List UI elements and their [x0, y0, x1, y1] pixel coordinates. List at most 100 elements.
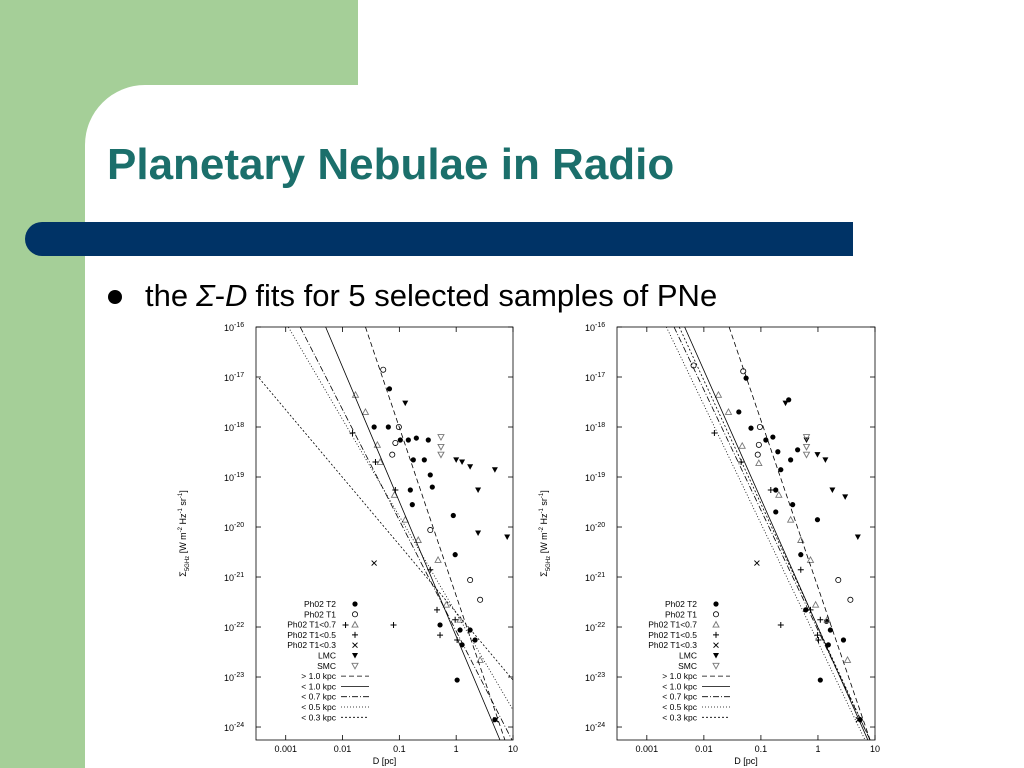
point — [817, 616, 824, 623]
fit-line — [684, 327, 869, 740]
point — [476, 655, 484, 663]
point — [756, 424, 763, 431]
y-tick-base: 10 — [585, 673, 595, 683]
point — [795, 447, 801, 453]
point — [770, 434, 776, 440]
legend-label: Ph02 T1<0.5 — [648, 630, 697, 640]
point — [427, 472, 433, 478]
legend-label: Ph02 T2 — [304, 599, 336, 609]
point — [773, 509, 779, 515]
point — [775, 490, 783, 498]
fit-line — [665, 327, 866, 740]
fit-line — [365, 327, 506, 740]
legend-label: Ph02 T1 — [665, 609, 697, 619]
point — [492, 717, 498, 723]
point — [797, 566, 804, 573]
legend-symbol — [713, 611, 720, 618]
point — [815, 636, 822, 643]
x-axis-label: D [pc] — [734, 756, 758, 766]
point — [755, 459, 763, 467]
point — [453, 457, 460, 463]
legend-label: Ph02 T1<0.7 — [648, 620, 697, 630]
y-axis-label-part: -1 — [178, 507, 184, 513]
y-tick-exponent: -21 — [595, 572, 605, 579]
point — [835, 577, 842, 584]
x-tick-label: 0.1 — [393, 744, 406, 754]
y-axis-label-part: sr — [178, 498, 188, 508]
y-tick-base: 10 — [224, 623, 234, 633]
point — [477, 596, 484, 603]
y-tick-exponent: -16 — [595, 322, 605, 329]
legend-symbol — [712, 620, 720, 628]
point — [413, 435, 419, 441]
y-tick-exponent: -18 — [234, 422, 244, 429]
point — [491, 467, 498, 473]
point — [437, 632, 444, 639]
point — [798, 552, 804, 558]
y-tick-label: 10-18 — [585, 422, 605, 433]
point — [390, 621, 397, 628]
slide-background — [358, 0, 1024, 85]
y-tick-base: 10 — [585, 723, 595, 733]
legend-label: LMC — [679, 651, 697, 661]
legend-symbol — [713, 631, 719, 638]
point — [385, 424, 391, 430]
y-tick-base: 10 — [224, 423, 234, 433]
point — [797, 536, 805, 543]
y-tick-label: 10-19 — [585, 472, 605, 483]
point — [777, 621, 784, 628]
y-tick-exponent: -17 — [234, 372, 244, 379]
point — [414, 536, 423, 543]
point — [389, 451, 396, 458]
point — [372, 458, 379, 465]
y-tick-exponent: -24 — [595, 722, 605, 729]
legend-label: Ph02 T2 — [665, 599, 697, 609]
y-tick-base: 10 — [585, 473, 595, 483]
slide-background — [85, 85, 1024, 768]
legend-symbol — [352, 653, 358, 659]
chart: 0.001 0.01 0.1 1 10D [pc]10-1610-1710-1810-1… — [539, 322, 880, 766]
legend-symbol — [352, 601, 358, 607]
point — [829, 487, 836, 493]
point — [456, 615, 464, 623]
bullet-dot — [108, 290, 122, 304]
y-tick-base: 10 — [224, 373, 234, 383]
legend-symbol — [713, 642, 719, 649]
y-tick-base: 10 — [224, 723, 234, 733]
point — [452, 616, 459, 623]
y-axis-label: Σ5GHz [W m-2 Hz-1 sr-1] — [539, 490, 552, 576]
y-tick-exponent: -19 — [234, 472, 244, 479]
legend-label: < 0.5 kpc — [662, 702, 697, 712]
y-tick-base: 10 — [585, 573, 595, 583]
y-tick-label: 10-16 — [585, 322, 605, 333]
fit-line — [673, 327, 871, 740]
point — [788, 457, 794, 463]
y-tick-label: 10-19 — [224, 472, 244, 483]
y-axis-label-part: Σ — [539, 571, 549, 577]
fit-line — [258, 377, 513, 681]
point — [724, 408, 733, 415]
point — [847, 596, 854, 603]
point — [806, 555, 815, 563]
y-axis-label-part: ] — [178, 490, 188, 493]
point — [711, 429, 718, 436]
legend-label: Ph02 T1 — [304, 609, 336, 619]
y-tick-label: 10-24 — [224, 722, 244, 733]
y-tick-label: 10-22 — [224, 622, 244, 633]
y-axis-label-part: sr — [539, 498, 549, 508]
point — [748, 425, 754, 431]
chart: 0.001 0.01 0.1 1 10D [pc]10-1610-1710-1810-1… — [178, 322, 518, 766]
legend-label: LMC — [318, 651, 336, 661]
legend-label: Ph02 T1<0.5 — [287, 630, 336, 640]
y-tick-exponent: -22 — [595, 622, 605, 629]
point — [409, 502, 415, 508]
point — [450, 512, 456, 519]
point — [814, 517, 821, 523]
legend-label: > 1.0 kpc — [301, 671, 336, 681]
point — [822, 457, 829, 463]
y-axis-label-part: -1 — [539, 507, 545, 513]
point — [842, 494, 849, 500]
y-axis-label-part: 5GHz — [546, 556, 552, 571]
y-axis-label-part: ] — [539, 490, 549, 493]
fit-line — [678, 327, 871, 740]
